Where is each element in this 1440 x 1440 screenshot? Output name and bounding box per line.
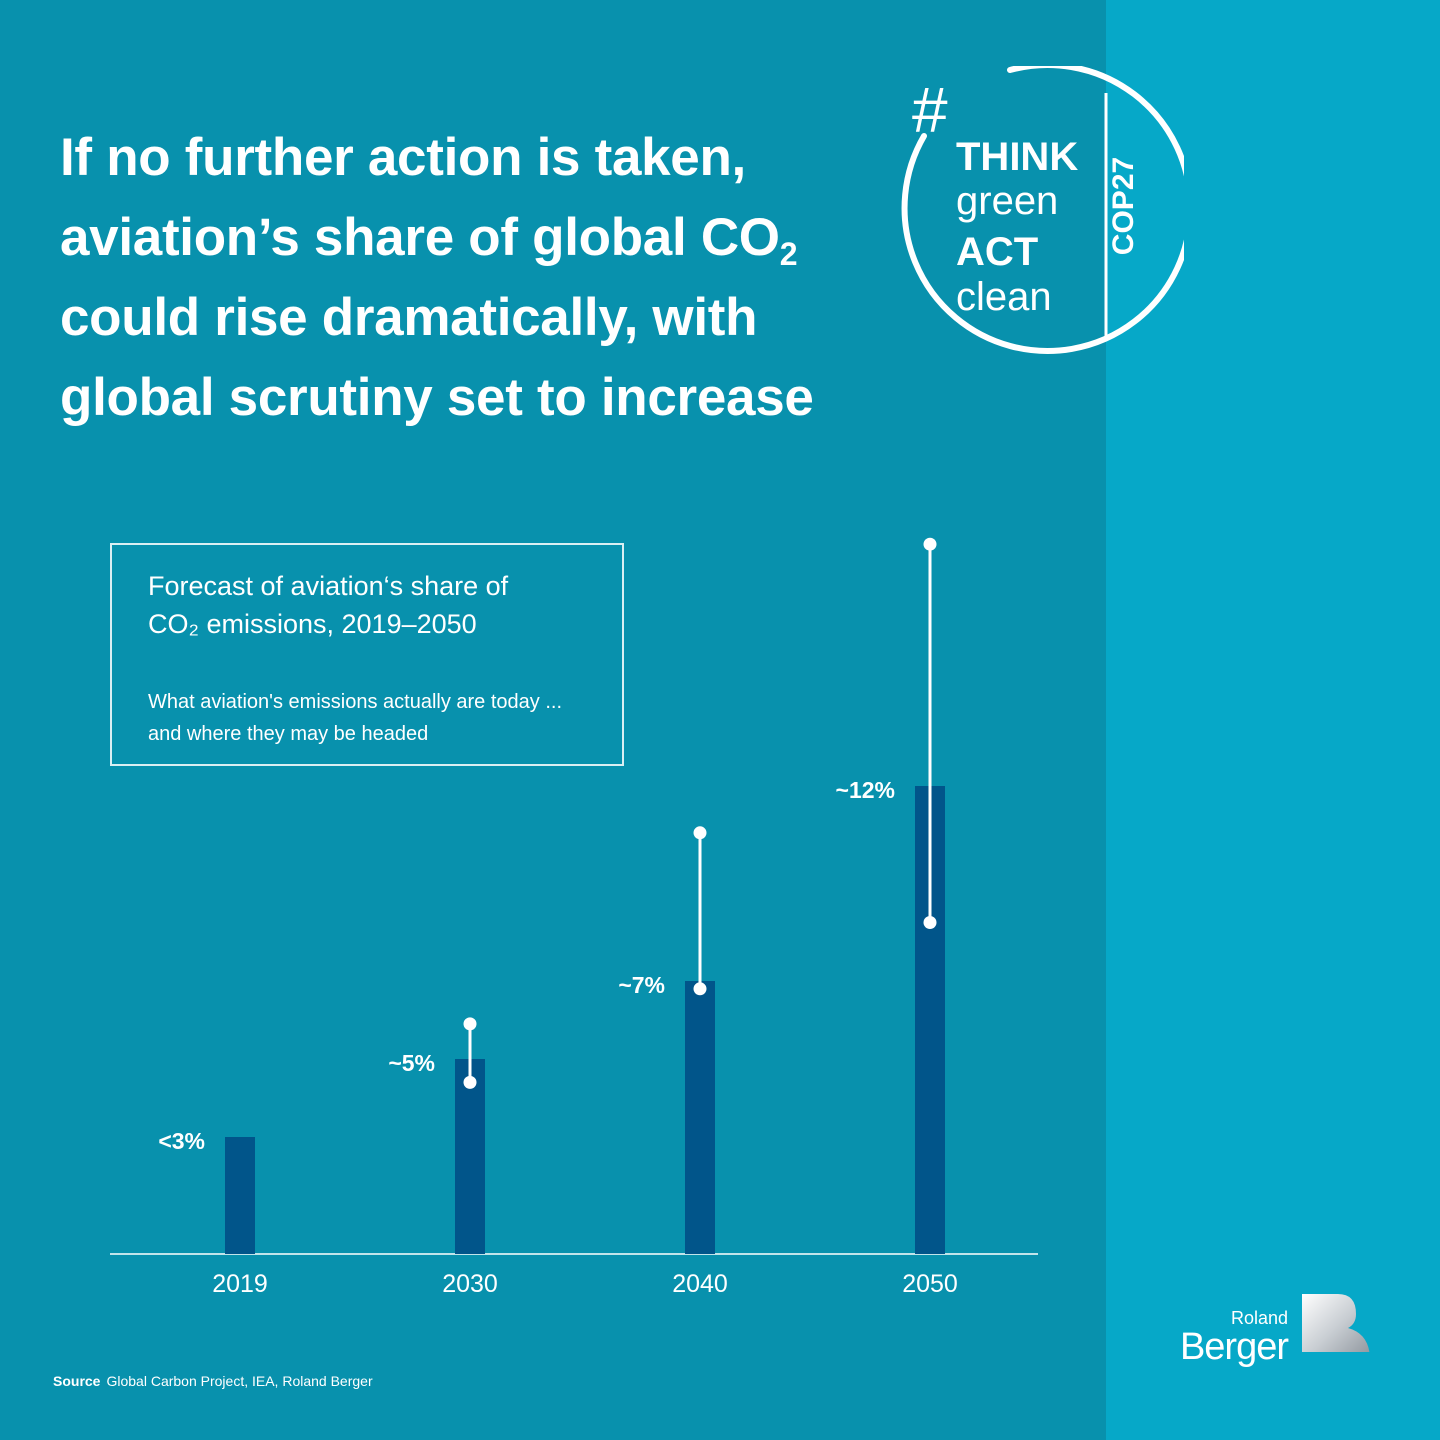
roland-berger-logo: Roland Berger	[1168, 1290, 1378, 1368]
badge-circle-icon	[901, 66, 1184, 354]
headline-line-2-text: aviation’s share of global CO	[60, 208, 780, 267]
logo-b-icon	[1302, 1294, 1370, 1352]
headline-line-3: could rise dramatically, with	[60, 288, 758, 347]
headline-line-4: global scrutiny set to increase	[60, 368, 814, 427]
bar-2019	[225, 1137, 255, 1254]
range-high-dot-2030	[463, 1017, 477, 1031]
data-label-2030: ~5%	[388, 1050, 435, 1076]
logo-roland: Roland	[1230, 1308, 1288, 1328]
badge-green: green	[956, 179, 1059, 223]
chart-info-box: Forecast of aviation‘s share of CO₂ emis…	[110, 543, 624, 766]
badge-clean: clean	[956, 275, 1052, 319]
headline: If no further action is taken, aviation’…	[60, 118, 880, 438]
chart-description-line-2: and where they may be headed	[148, 723, 429, 745]
bar-2040	[685, 981, 715, 1254]
badge-hash: #	[912, 74, 948, 146]
range-low-dot-2030	[463, 1075, 477, 1089]
data-label-2019: <3%	[158, 1128, 205, 1154]
x-tick-label-2030: 2030	[442, 1270, 498, 1298]
data-label-2040: ~7%	[618, 972, 665, 998]
chart-description-line-1: What aviation's emissions actually are t…	[148, 691, 563, 713]
badge-think: THINK	[956, 135, 1079, 179]
x-tick-label-2019: 2019	[212, 1270, 268, 1298]
data-label-2050: ~12%	[836, 777, 895, 803]
range-high-dot-2050	[923, 537, 937, 551]
x-tick-label-2040: 2040	[672, 1270, 728, 1298]
range-low-dot-2050	[923, 916, 937, 929]
chart-title-line-2: CO₂ emissions, 2019–2050	[148, 609, 477, 639]
cop27-badge: # THINK green ACT clean COP27	[884, 66, 1184, 366]
chart-description: What aviation's emissions actually are t…	[148, 686, 618, 750]
logo-berger: Berger	[1179, 1326, 1289, 1368]
chart-title-line-1: Forecast of aviation‘s share of	[148, 571, 509, 601]
right-accent-band	[1106, 0, 1440, 1440]
bar-2030	[455, 1059, 485, 1254]
range-high-dot-2040	[693, 826, 707, 840]
source-label: Source	[53, 1373, 101, 1389]
x-tick-label-2050: 2050	[902, 1270, 958, 1298]
range-low-dot-2040	[693, 982, 707, 996]
headline-subscript: 2	[779, 236, 798, 272]
headline-line-2: aviation’s share of global CO2	[60, 198, 880, 278]
badge-act: ACT	[956, 230, 1039, 274]
chart-title: Forecast of aviation‘s share of CO₂ emis…	[148, 567, 618, 643]
source-note: Source Global Carbon Project, IEA, Roland…	[53, 1373, 373, 1389]
headline-line-1: If no further action is taken,	[60, 128, 746, 187]
source-text: Global Carbon Project, IEA, Roland Berge…	[106, 1373, 373, 1389]
